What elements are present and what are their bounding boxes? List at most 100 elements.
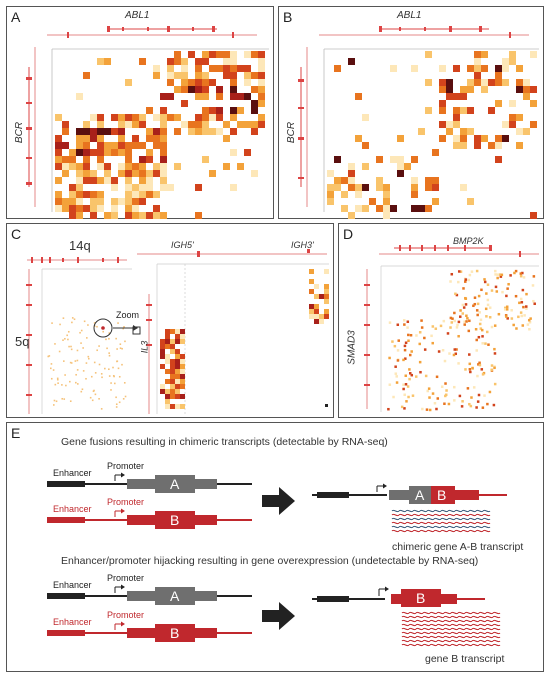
hic-dot bbox=[527, 318, 531, 322]
hic-cell bbox=[509, 58, 516, 65]
hijack-a-enhancer-label: Enhancer bbox=[53, 580, 92, 590]
hic-cell bbox=[125, 212, 132, 219]
hic-cell bbox=[453, 142, 460, 149]
hic-cell bbox=[125, 177, 132, 184]
hic-cell bbox=[146, 107, 153, 114]
hic-cell bbox=[181, 72, 188, 79]
hic-cell bbox=[97, 114, 104, 121]
hic-dot bbox=[476, 302, 480, 306]
hic-cell bbox=[181, 79, 188, 86]
hic-cell bbox=[62, 121, 69, 128]
hic-dot bbox=[481, 373, 485, 376]
hic-dot bbox=[96, 325, 98, 328]
hic-cell bbox=[97, 128, 104, 135]
hic-dot bbox=[444, 382, 447, 385]
hic-dot bbox=[505, 308, 509, 311]
hic-cell bbox=[341, 191, 348, 198]
hic-cell bbox=[170, 374, 175, 379]
hic-dot bbox=[473, 296, 477, 299]
hic-dot bbox=[388, 356, 391, 360]
hic-cell bbox=[55, 135, 62, 142]
hic-cell bbox=[348, 177, 355, 184]
hic-dot bbox=[427, 387, 431, 390]
hic-cell bbox=[411, 184, 418, 191]
hic-dot bbox=[443, 402, 446, 405]
hic-cell bbox=[209, 170, 216, 177]
hic-cell bbox=[174, 51, 181, 58]
hic-cell bbox=[83, 163, 90, 170]
hic-cell bbox=[397, 163, 404, 170]
hic-cell bbox=[348, 58, 355, 65]
hic-cell bbox=[55, 114, 62, 121]
hic-cell bbox=[175, 339, 180, 344]
hic-dot bbox=[493, 366, 496, 370]
hic-cell bbox=[362, 205, 369, 212]
hijack-b-gene-label: B bbox=[170, 625, 180, 641]
hic-dot bbox=[523, 314, 526, 317]
hic-cell bbox=[104, 128, 111, 135]
hic-cell bbox=[104, 58, 111, 65]
hic-dot bbox=[449, 326, 452, 329]
hic-cell bbox=[258, 58, 265, 65]
hic-dot bbox=[63, 360, 65, 362]
hic-cell bbox=[180, 364, 185, 369]
hic-cell bbox=[90, 135, 97, 142]
hic-dot bbox=[400, 405, 404, 409]
hic-dot bbox=[475, 406, 478, 409]
hic-cell bbox=[69, 212, 76, 219]
hic-dot bbox=[404, 374, 408, 377]
hic-map-a bbox=[26, 26, 269, 219]
hic-cell bbox=[104, 142, 111, 149]
hic-dot bbox=[459, 270, 463, 273]
hic-dot bbox=[76, 383, 79, 385]
hic-dot bbox=[431, 392, 435, 395]
hic-cell bbox=[244, 79, 251, 86]
hic-cell bbox=[425, 51, 432, 58]
hic-cell bbox=[439, 135, 446, 142]
hic-cell bbox=[104, 212, 111, 219]
hic-cell bbox=[153, 135, 160, 142]
panel-c-zoom-label: Zoom bbox=[116, 310, 140, 320]
hic-cell bbox=[62, 163, 69, 170]
hic-cell bbox=[418, 205, 425, 212]
hic-cell bbox=[314, 319, 319, 324]
fused-gene-b-label: B bbox=[437, 487, 447, 503]
hic-cell bbox=[467, 128, 474, 135]
hic-cell bbox=[153, 128, 160, 135]
hic-dot bbox=[423, 336, 426, 340]
hic-cell bbox=[223, 135, 230, 142]
hic-cell bbox=[97, 156, 104, 163]
hic-cell bbox=[251, 121, 258, 128]
hic-cell bbox=[216, 51, 223, 58]
hic-dot bbox=[402, 358, 405, 362]
hic-cell bbox=[446, 86, 453, 93]
hic-cell bbox=[509, 100, 516, 107]
hic-cell bbox=[509, 121, 516, 128]
hic-cell bbox=[467, 198, 474, 205]
hic-dot bbox=[531, 284, 535, 287]
hic-cell bbox=[258, 72, 265, 79]
hic-dot bbox=[517, 315, 520, 319]
hic-cell bbox=[439, 100, 446, 107]
hic-cell bbox=[453, 65, 460, 72]
hic-cell bbox=[502, 121, 509, 128]
hic-dot bbox=[110, 382, 112, 384]
hic-cell bbox=[209, 51, 216, 58]
hic-cell bbox=[209, 65, 216, 72]
hic-cell bbox=[453, 135, 460, 142]
hic-dot bbox=[460, 405, 464, 408]
hic-cell bbox=[111, 114, 118, 121]
hic-cell bbox=[355, 205, 362, 212]
hic-cell bbox=[181, 65, 188, 72]
hic-dot bbox=[410, 373, 414, 377]
hic-cell bbox=[170, 404, 175, 409]
hic-cell bbox=[258, 86, 265, 93]
transcript-wave bbox=[391, 509, 491, 513]
hic-dot bbox=[468, 402, 471, 406]
hic-cell bbox=[165, 369, 170, 374]
hic-dot bbox=[488, 390, 492, 394]
hic-dot bbox=[117, 367, 120, 370]
hic-cell bbox=[251, 51, 258, 58]
hic-dot bbox=[396, 359, 400, 362]
hic-cell bbox=[188, 121, 195, 128]
